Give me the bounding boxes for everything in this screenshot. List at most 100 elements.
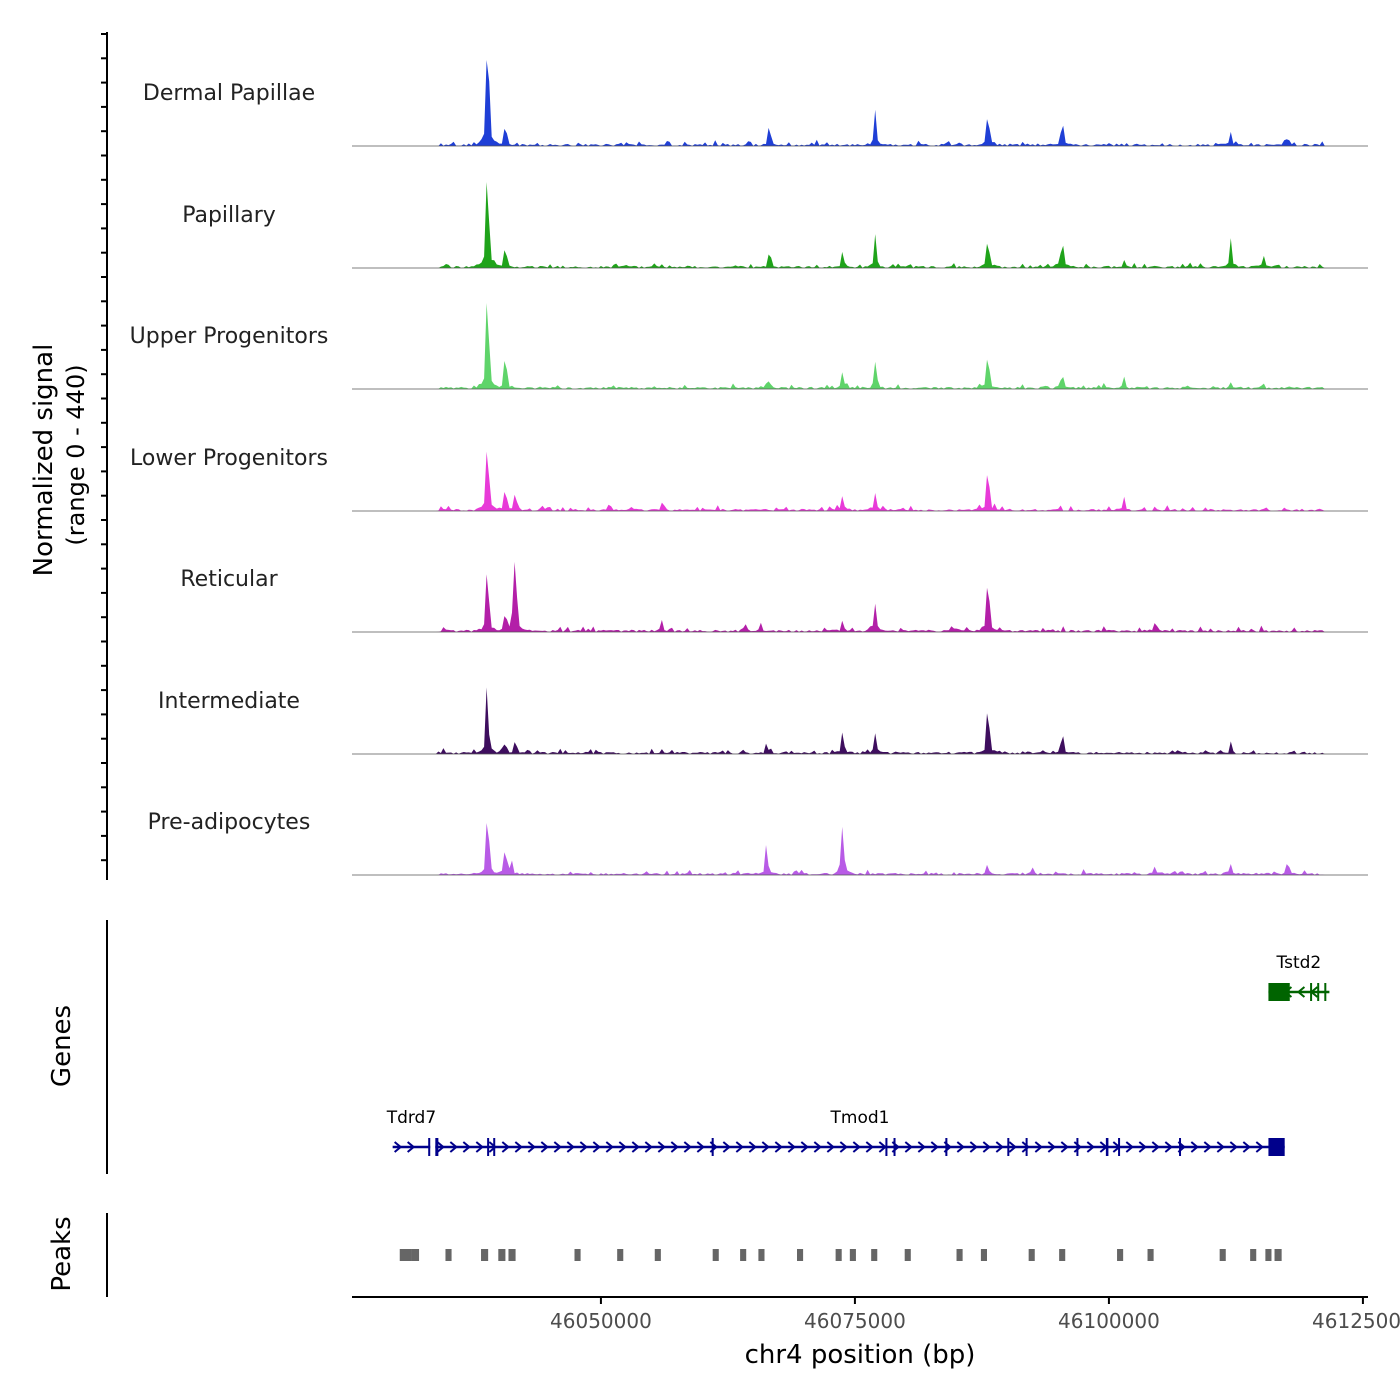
track-label-dermal-papillae: Dermal Papillae <box>143 81 315 106</box>
exon-tmod1 <box>493 1138 496 1156</box>
track-label-upper-progenitors: Upper Progenitors <box>130 324 329 349</box>
strand-arrow-tmod1 <box>631 1141 640 1153</box>
peak-region <box>508 1249 516 1261</box>
strand-arrow-tmod1 <box>683 1141 692 1153</box>
peak-region <box>797 1249 804 1261</box>
strand-arrow-tmod1 <box>1047 1141 1056 1153</box>
peak-region <box>481 1249 489 1261</box>
strand-arrow-tmod1 <box>462 1141 471 1153</box>
peak-region <box>445 1249 452 1261</box>
peaks-panel-label: Peaks <box>47 1216 77 1291</box>
signal-area-pre-adipocytes <box>352 823 1368 875</box>
track-label-papillary: Papillary <box>182 203 276 228</box>
exon-tmod1 <box>711 1138 714 1156</box>
exon-tstd2 <box>1317 983 1320 1001</box>
x-tick-label: 46125000 <box>1312 1309 1400 1333</box>
exon-tmod1 <box>1179 1138 1182 1156</box>
strand-arrow-tmod1 <box>605 1141 614 1153</box>
exon-tmod1 <box>1025 1138 1028 1156</box>
track-label-pre-adipocytes: Pre-adipocytes <box>148 810 311 835</box>
strand-arrow-tmod1 <box>1008 1141 1017 1153</box>
peak-region <box>574 1249 581 1261</box>
x-tick-label: 46075000 <box>804 1309 906 1333</box>
strand-arrow-tmod1 <box>501 1141 510 1153</box>
strand-arrow-tmod1 <box>774 1141 783 1153</box>
strand-arrow-tmod1 <box>800 1141 809 1153</box>
strand-arrow-tmod1 <box>1203 1141 1212 1153</box>
strand-arrow-tmod1 <box>566 1141 575 1153</box>
peak-region <box>871 1249 878 1261</box>
strand-arrow-tmod1 <box>579 1141 588 1153</box>
track-label-intermediate: Intermediate <box>158 689 300 714</box>
strand-arrow-tmod1 <box>956 1141 965 1153</box>
strand-arrow-tmod1 <box>1021 1141 1030 1153</box>
peak-region <box>411 1249 420 1261</box>
exon-tmod1 <box>1076 1138 1079 1156</box>
peak-region <box>1250 1249 1257 1261</box>
strand-arrow-tmod1 <box>1190 1141 1199 1153</box>
strand-arrow-tmod1 <box>813 1141 822 1153</box>
exon-tmod1 <box>1007 1138 1010 1156</box>
strand-arrow-tmod1 <box>553 1141 562 1153</box>
exon-tmod1 <box>487 1138 490 1156</box>
peak-region <box>399 1249 412 1261</box>
strand-arrow-tmod1 <box>969 1141 978 1153</box>
strand-arrow-tmod1 <box>514 1141 523 1153</box>
peak-region <box>758 1249 765 1261</box>
strand-arrow-tmod1 <box>540 1141 549 1153</box>
strand-arrow-tmod1 <box>852 1141 861 1153</box>
exon-tmod1 <box>1118 1138 1121 1156</box>
x-tick-label: 46050000 <box>550 1309 652 1333</box>
strand-arrow-tmod1 <box>1125 1141 1134 1153</box>
strand-arrow-tmod1 <box>748 1141 757 1153</box>
exon-tmod1 <box>893 1138 896 1156</box>
strand-arrow-tmod1 <box>1073 1141 1082 1153</box>
exon-tmod1 <box>1268 1138 1285 1156</box>
x-tick-label: 46100000 <box>1058 1309 1160 1333</box>
strand-arrow-tstd2 <box>1296 986 1306 998</box>
strand-arrow-tmod1 <box>878 1141 887 1153</box>
peak-region <box>712 1249 719 1261</box>
peak-region <box>1028 1249 1035 1261</box>
coverage-tracks: Dermal Papillae Papillary Upper Progenitor… <box>130 60 1368 876</box>
exon-tmod1 <box>945 1138 948 1156</box>
strand-arrow-tmod1 <box>696 1141 705 1153</box>
axes: 46050000 46075000 46100000 46125000 <box>101 32 1400 1333</box>
peak-track <box>399 1249 1282 1261</box>
peak-region <box>980 1249 987 1261</box>
strand-arrow-tmod1 <box>1229 1141 1238 1153</box>
signal-area-lower-progenitors <box>352 451 1368 511</box>
strand-arrow-tmod1 <box>449 1141 458 1153</box>
gene-label-tstd2: Tstd2 <box>1276 953 1322 973</box>
strand-arrow-tmod1 <box>1034 1141 1043 1153</box>
peak-region <box>1059 1249 1066 1261</box>
exon-tstd2 <box>1310 983 1313 1001</box>
strand-arrow-tmod1 <box>865 1141 874 1153</box>
strand-arrow-tmod1 <box>1060 1141 1069 1153</box>
strand-arrow-tdrd7 <box>393 1141 403 1153</box>
gene-label-tdrd7: Tdrd7 <box>386 1108 436 1128</box>
strand-arrow-tmod1 <box>917 1141 926 1153</box>
signal-area-reticular <box>352 561 1368 632</box>
gene-label-tmod1: Tmod1 <box>830 1108 890 1128</box>
peak-region <box>835 1249 842 1261</box>
exon-tdrd7 <box>428 1138 431 1156</box>
strand-arrow-tmod1 <box>1164 1141 1173 1153</box>
strand-arrow-tmod1 <box>839 1141 848 1153</box>
strand-arrow-tmod1 <box>930 1141 939 1153</box>
strand-arrow-tmod1 <box>1242 1141 1251 1153</box>
strand-arrow-tmod1 <box>1138 1141 1147 1153</box>
signal-area-dermal-papillae <box>352 60 1368 146</box>
peak-region <box>654 1249 661 1261</box>
peak-region <box>956 1249 963 1261</box>
strand-arrow-tdrd7 <box>406 1141 416 1153</box>
peak-region <box>617 1249 624 1261</box>
signal-area-papillary <box>352 182 1368 268</box>
signal-area-intermediate <box>352 687 1368 754</box>
peak-region <box>1274 1249 1282 1261</box>
genes-panel-label: Genes <box>47 1005 77 1087</box>
peak-region <box>849 1249 856 1261</box>
strand-arrow-tmod1 <box>657 1141 666 1153</box>
strand-arrow-tmod1 <box>995 1141 1004 1153</box>
